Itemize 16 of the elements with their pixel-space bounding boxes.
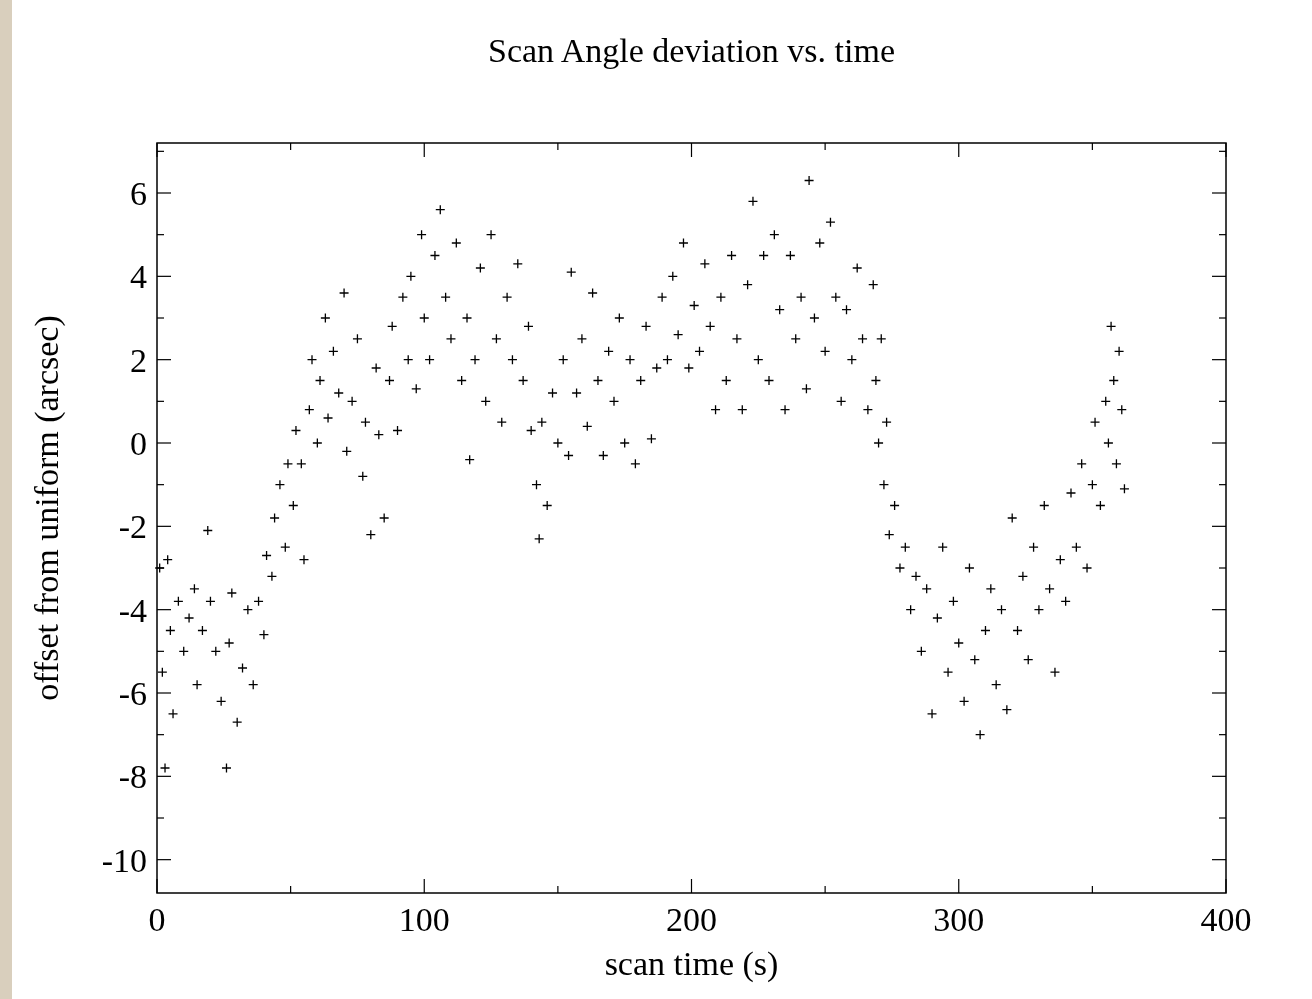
x-tick-label: 200 — [666, 901, 717, 938]
y-tick-label: -2 — [118, 508, 147, 546]
x-axis-title: scan time (s) — [604, 945, 779, 983]
x-tick-label: 400 — [1200, 901, 1252, 938]
x-tick-label: 300 — [933, 901, 985, 938]
y-tick-label: 0 — [130, 424, 147, 462]
y-tick-label: -10 — [101, 841, 147, 879]
y-tick-label: 4 — [130, 258, 147, 296]
y-tick-label: -4 — [118, 591, 147, 629]
y-tick-label: 2 — [130, 341, 147, 379]
chart-title: Scan Angle deviation vs. time — [488, 32, 895, 69]
y-tick-label: -6 — [118, 674, 147, 712]
y-axis-title: offset from uniform (arcsec) — [28, 315, 66, 701]
y-tick-label: 6 — [130, 174, 147, 212]
y-tick-label: -8 — [118, 758, 147, 796]
x-tick-label: 100 — [398, 901, 450, 938]
